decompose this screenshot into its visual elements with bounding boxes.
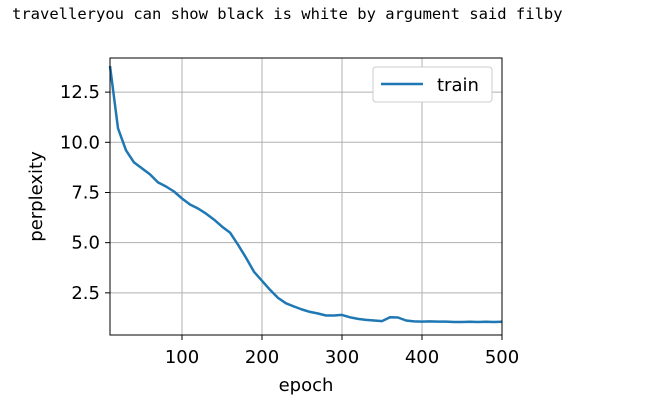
x-axis-label: epoch (279, 375, 334, 396)
legend-box (372, 66, 493, 103)
x-tick-label: 100 (165, 347, 199, 368)
y-tick-label: 12.5 (60, 82, 100, 103)
x-tick-label: 400 (405, 347, 439, 368)
x-tick-label: 500 (485, 347, 519, 368)
legend: train (372, 66, 493, 103)
series-line-train (108, 65, 503, 324)
y-tick-label: 2.5 (71, 283, 100, 304)
legend-label-train: train (437, 75, 479, 96)
output-text: travelleryou can show black is white by … (12, 5, 563, 23)
x-tick-label: 300 (325, 347, 359, 368)
y-axis-label: perplexity (26, 151, 47, 242)
series-layer (108, 65, 503, 324)
y-tick-label: 7.5 (71, 182, 100, 203)
y-tick-label: 5.0 (71, 233, 100, 254)
y-tick-label: 10.0 (60, 132, 100, 153)
x-tick-label: 200 (245, 347, 279, 368)
plot-frame (109, 57, 503, 336)
tick-layer: 100 200 300 400 500 2.5 5.0 7.5 10.0 12.5 (60, 82, 519, 368)
